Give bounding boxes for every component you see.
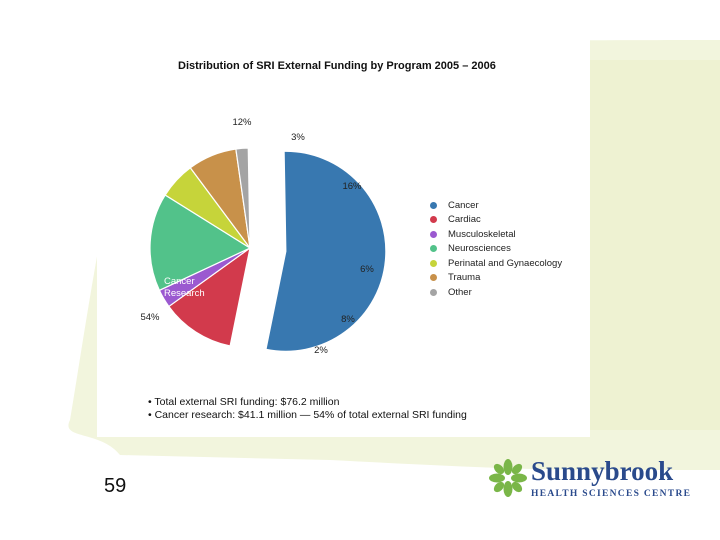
pie-label-musculoskeletal: 3%	[291, 132, 305, 143]
legend-label: Trauma	[448, 272, 481, 284]
pie-slice-cardiac	[168, 246, 251, 347]
legend-swatch	[430, 216, 437, 224]
pie-label-trauma: 8%	[341, 314, 355, 325]
chart-title: Distribution of SRI External Funding by …	[178, 60, 496, 72]
legend-swatch	[430, 288, 437, 296]
legend-swatch	[430, 259, 437, 267]
page-number: 59	[104, 475, 127, 497]
leaf-icon	[489, 459, 527, 497]
pie-slice-neurosciences	[149, 194, 252, 292]
legend-label: Cancer	[448, 199, 479, 211]
pie-label-perinatal-and-gynaecology: 6%	[360, 264, 374, 275]
legend-swatch	[430, 245, 437, 253]
pie-slice-cancer	[265, 150, 387, 352]
logo-name: Sunnybrook	[531, 456, 674, 486]
legend-item-perinatal-and-gynaecology: Perinatal and Gynaecology	[430, 256, 562, 271]
pie-label-cancer: 54%	[140, 312, 160, 323]
legend-swatch	[430, 274, 437, 282]
cancer-research-annotation: Research	[164, 288, 205, 299]
cancer-research-annotation: Cancer	[164, 276, 195, 287]
pie-label-neurosciences: 16%	[342, 181, 362, 192]
pie-label-cardiac: 12%	[232, 117, 252, 128]
sunnybrook-logo: Sunnybrook HEALTH SCIENCES CENTRE	[488, 456, 693, 508]
legend-item-neurosciences: Neurosciences	[430, 242, 562, 257]
logo-subtitle: HEALTH SCIENCES CENTRE	[531, 489, 692, 499]
funding-notes: • Total external SRI funding: $76.2 mill…	[148, 396, 467, 422]
legend-label: Other	[448, 286, 472, 298]
legend-item-cancer: Cancer	[430, 198, 562, 213]
legend-item-trauma: Trauma	[430, 271, 562, 286]
legend-item-other: Other	[430, 285, 562, 300]
legend-label: Perinatal and Gynaecology	[448, 257, 563, 269]
legend-item-cardiac: Cardiac	[430, 213, 562, 228]
pie-slice-other	[235, 147, 251, 249]
pie-label-other: 2%	[314, 345, 328, 356]
chart-legend: Cancer Cardiac Musculoskeletal Neuroscience…	[430, 198, 562, 300]
legend-swatch	[430, 230, 437, 238]
legend-swatch	[430, 201, 437, 209]
legend-label: Cardiac	[448, 214, 481, 226]
legend-label: Neurosciences	[448, 243, 511, 255]
note-total-funding: • Total external SRI funding: $76.2 mill…	[148, 396, 340, 408]
legend-item-musculoskeletal: Musculoskeletal	[430, 227, 562, 242]
legend-label: Musculoskeletal	[448, 228, 516, 240]
note-cancer-research: • Cancer research: $41.1 million — 54% o…	[148, 409, 467, 421]
